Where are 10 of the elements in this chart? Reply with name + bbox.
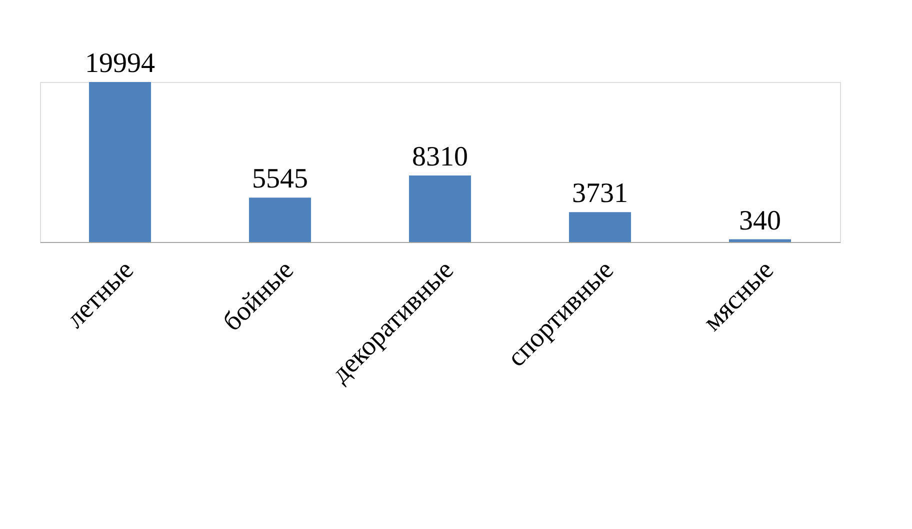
data-label: 8310 [412, 142, 468, 172]
data-label: 5545 [252, 164, 308, 195]
bar [569, 212, 631, 242]
bar [249, 198, 311, 242]
bar [729, 239, 791, 242]
data-label: 3731 [572, 178, 628, 210]
data-label: 340 [739, 205, 781, 236]
data-label: 19994 [85, 48, 155, 79]
bar [409, 176, 471, 242]
bar [89, 82, 151, 242]
